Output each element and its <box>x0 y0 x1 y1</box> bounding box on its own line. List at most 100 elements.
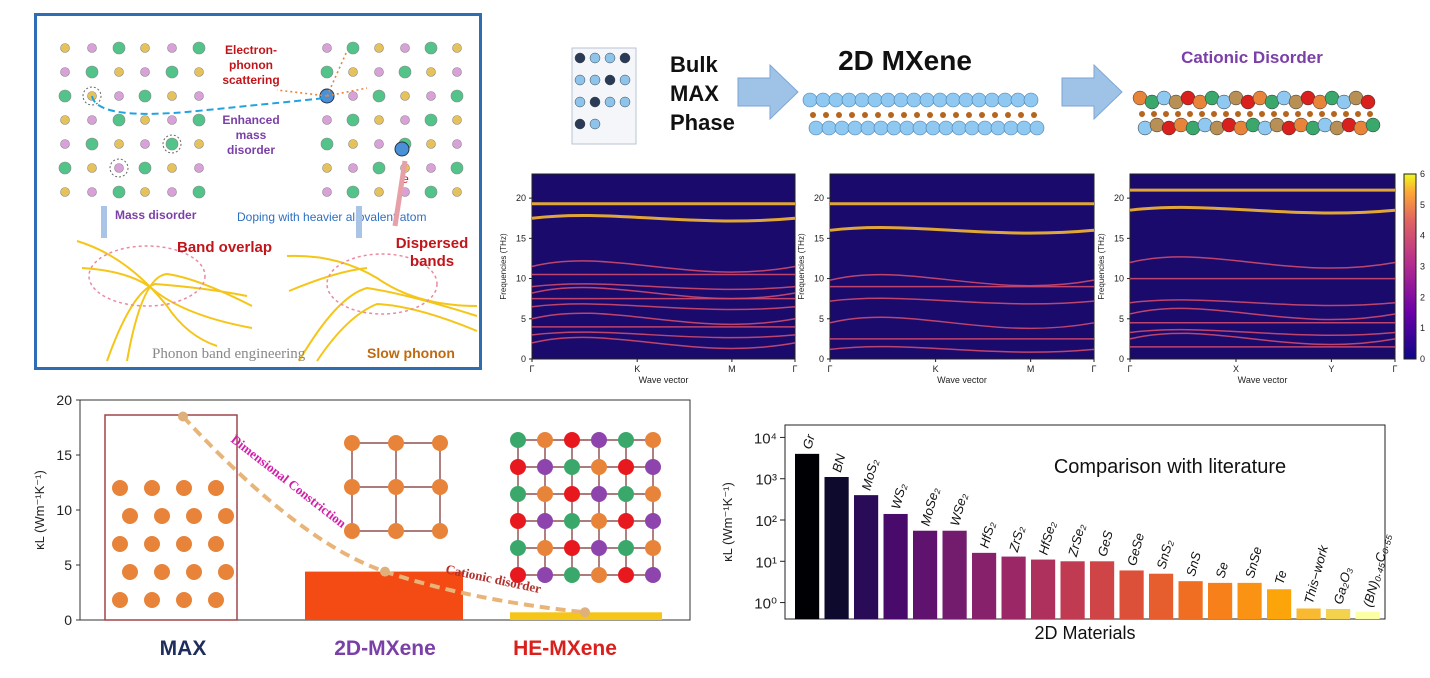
bulk-atom <box>574 118 586 130</box>
he-lattice-atom <box>564 432 580 448</box>
mxene-atom <box>860 120 876 136</box>
he-lattice-atom <box>645 567 661 583</box>
bulk-atom <box>589 74 601 86</box>
mxene-lattice-atom <box>344 435 360 451</box>
mxene-atom <box>847 120 863 136</box>
trend-point <box>178 411 188 422</box>
he-lattice-atom <box>537 513 553 529</box>
he-lattice-atom <box>537 567 553 583</box>
y-tick-label: 5 <box>819 314 824 324</box>
bulk-atom <box>619 74 631 86</box>
lattice-atom <box>426 163 436 173</box>
lattice-atom <box>424 113 438 127</box>
he-atom <box>1329 120 1345 136</box>
engineering-panel: Electron-phonon scattering Enhanced mass dis… <box>34 13 482 370</box>
bar-label: BN <box>829 452 848 474</box>
chart-title: Comparison with literature <box>1054 456 1286 478</box>
lattice-atom <box>320 65 334 79</box>
y-tick-label: 0 <box>819 354 824 364</box>
colorbar-tick-label: 0 <box>1420 354 1425 364</box>
lattice-atom <box>60 67 70 77</box>
mxene-atom <box>945 92 961 108</box>
he-lattice-atom <box>564 540 580 556</box>
y-tick-label: 10³ <box>755 472 777 489</box>
phonon-band <box>829 345 1095 353</box>
mxene-atom <box>997 92 1013 108</box>
mxene-atom <box>873 120 889 136</box>
he-atom <box>1221 117 1237 133</box>
max-atom <box>186 564 202 580</box>
phonon-band <box>829 273 1095 287</box>
dispersed-bands-label: Dispersed bands <box>396 235 469 270</box>
y-axis-label: κL (Wm⁻¹K⁻¹) <box>720 482 735 562</box>
band-curve <box>106 282 248 362</box>
lattice-atom <box>167 187 177 197</box>
he-lattice-atom <box>591 486 607 502</box>
mxene-atom <box>938 120 954 136</box>
bar-label: Te <box>1272 569 1290 586</box>
he-lattice-atom <box>591 432 607 448</box>
band-curve <box>286 254 478 307</box>
y-tick-label: 10 <box>516 274 526 284</box>
max-atom <box>144 480 160 496</box>
mxene-atom <box>1016 120 1032 136</box>
mxene-atom <box>1010 92 1026 108</box>
x-tick-label: X <box>1233 364 1239 374</box>
he-lattice-atom <box>618 567 634 583</box>
literature-bar <box>1090 561 1115 619</box>
lattice-atom <box>140 187 150 197</box>
y-tick-label: 10¹ <box>755 554 777 571</box>
mxene-atom <box>1023 92 1039 108</box>
literature-bar <box>824 477 849 619</box>
lattice-atom <box>194 139 204 149</box>
lattice-atom <box>165 137 179 151</box>
bulk-atom <box>604 96 616 108</box>
bulk-atom <box>574 96 586 108</box>
mxene-c-atom <box>823 112 829 118</box>
he-lattice-atom <box>591 540 607 556</box>
electron-phonon-label: Electron-phonon scattering <box>222 43 279 87</box>
disorder-title: Cationic Disorder <box>1181 48 1323 67</box>
he-lattice-atom <box>537 540 553 556</box>
engineering-label: Phonon band engineering <box>152 346 306 362</box>
lattice-atom <box>85 137 99 151</box>
bar-label: ZrS₂ <box>1006 524 1027 554</box>
bulk-max-label: Bulk MAX Phase <box>670 52 735 135</box>
phonon-band <box>1129 332 1396 346</box>
literature-bar <box>883 513 908 619</box>
lattice-atom <box>372 161 386 175</box>
he-lattice-atom <box>618 459 634 475</box>
he-lattice-atom <box>510 459 526 475</box>
mxene-c-atom <box>914 112 920 118</box>
mxene-c-atom <box>953 112 959 118</box>
lattice-atom <box>192 113 206 127</box>
he-atom <box>1233 120 1249 136</box>
max-atom <box>208 592 224 608</box>
mxene-atom <box>951 120 967 136</box>
engineering-diagram: Electron-phonon scattering Enhanced mass dis… <box>58 41 478 362</box>
mxene-atom <box>802 92 818 108</box>
defect-marker <box>82 86 102 106</box>
phonon-band <box>531 286 796 300</box>
scattering-arrows <box>276 50 368 97</box>
he-lattice-atom <box>591 513 607 529</box>
mxene-atom <box>841 92 857 108</box>
lattice-atom <box>60 43 70 53</box>
mxene-lattice-atom <box>388 435 404 451</box>
bar-label: HfS₂ <box>977 520 998 550</box>
mxene-atom <box>906 92 922 108</box>
x-tick-label: K <box>634 364 640 374</box>
he-lattice-atom <box>510 567 526 583</box>
he-c-atom <box>1199 111 1205 117</box>
he-lattice-atom <box>564 567 580 583</box>
lattice-atom <box>346 113 360 127</box>
lattice-atom <box>167 163 177 173</box>
phonon-band <box>531 303 796 311</box>
he-c-atom <box>1367 111 1373 117</box>
literature-bar <box>1149 573 1174 619</box>
electron-phonon-label-line: phonon <box>229 58 273 72</box>
bulk-atom <box>604 74 616 86</box>
lattice-atom <box>426 139 436 149</box>
literature-bar <box>795 453 820 619</box>
